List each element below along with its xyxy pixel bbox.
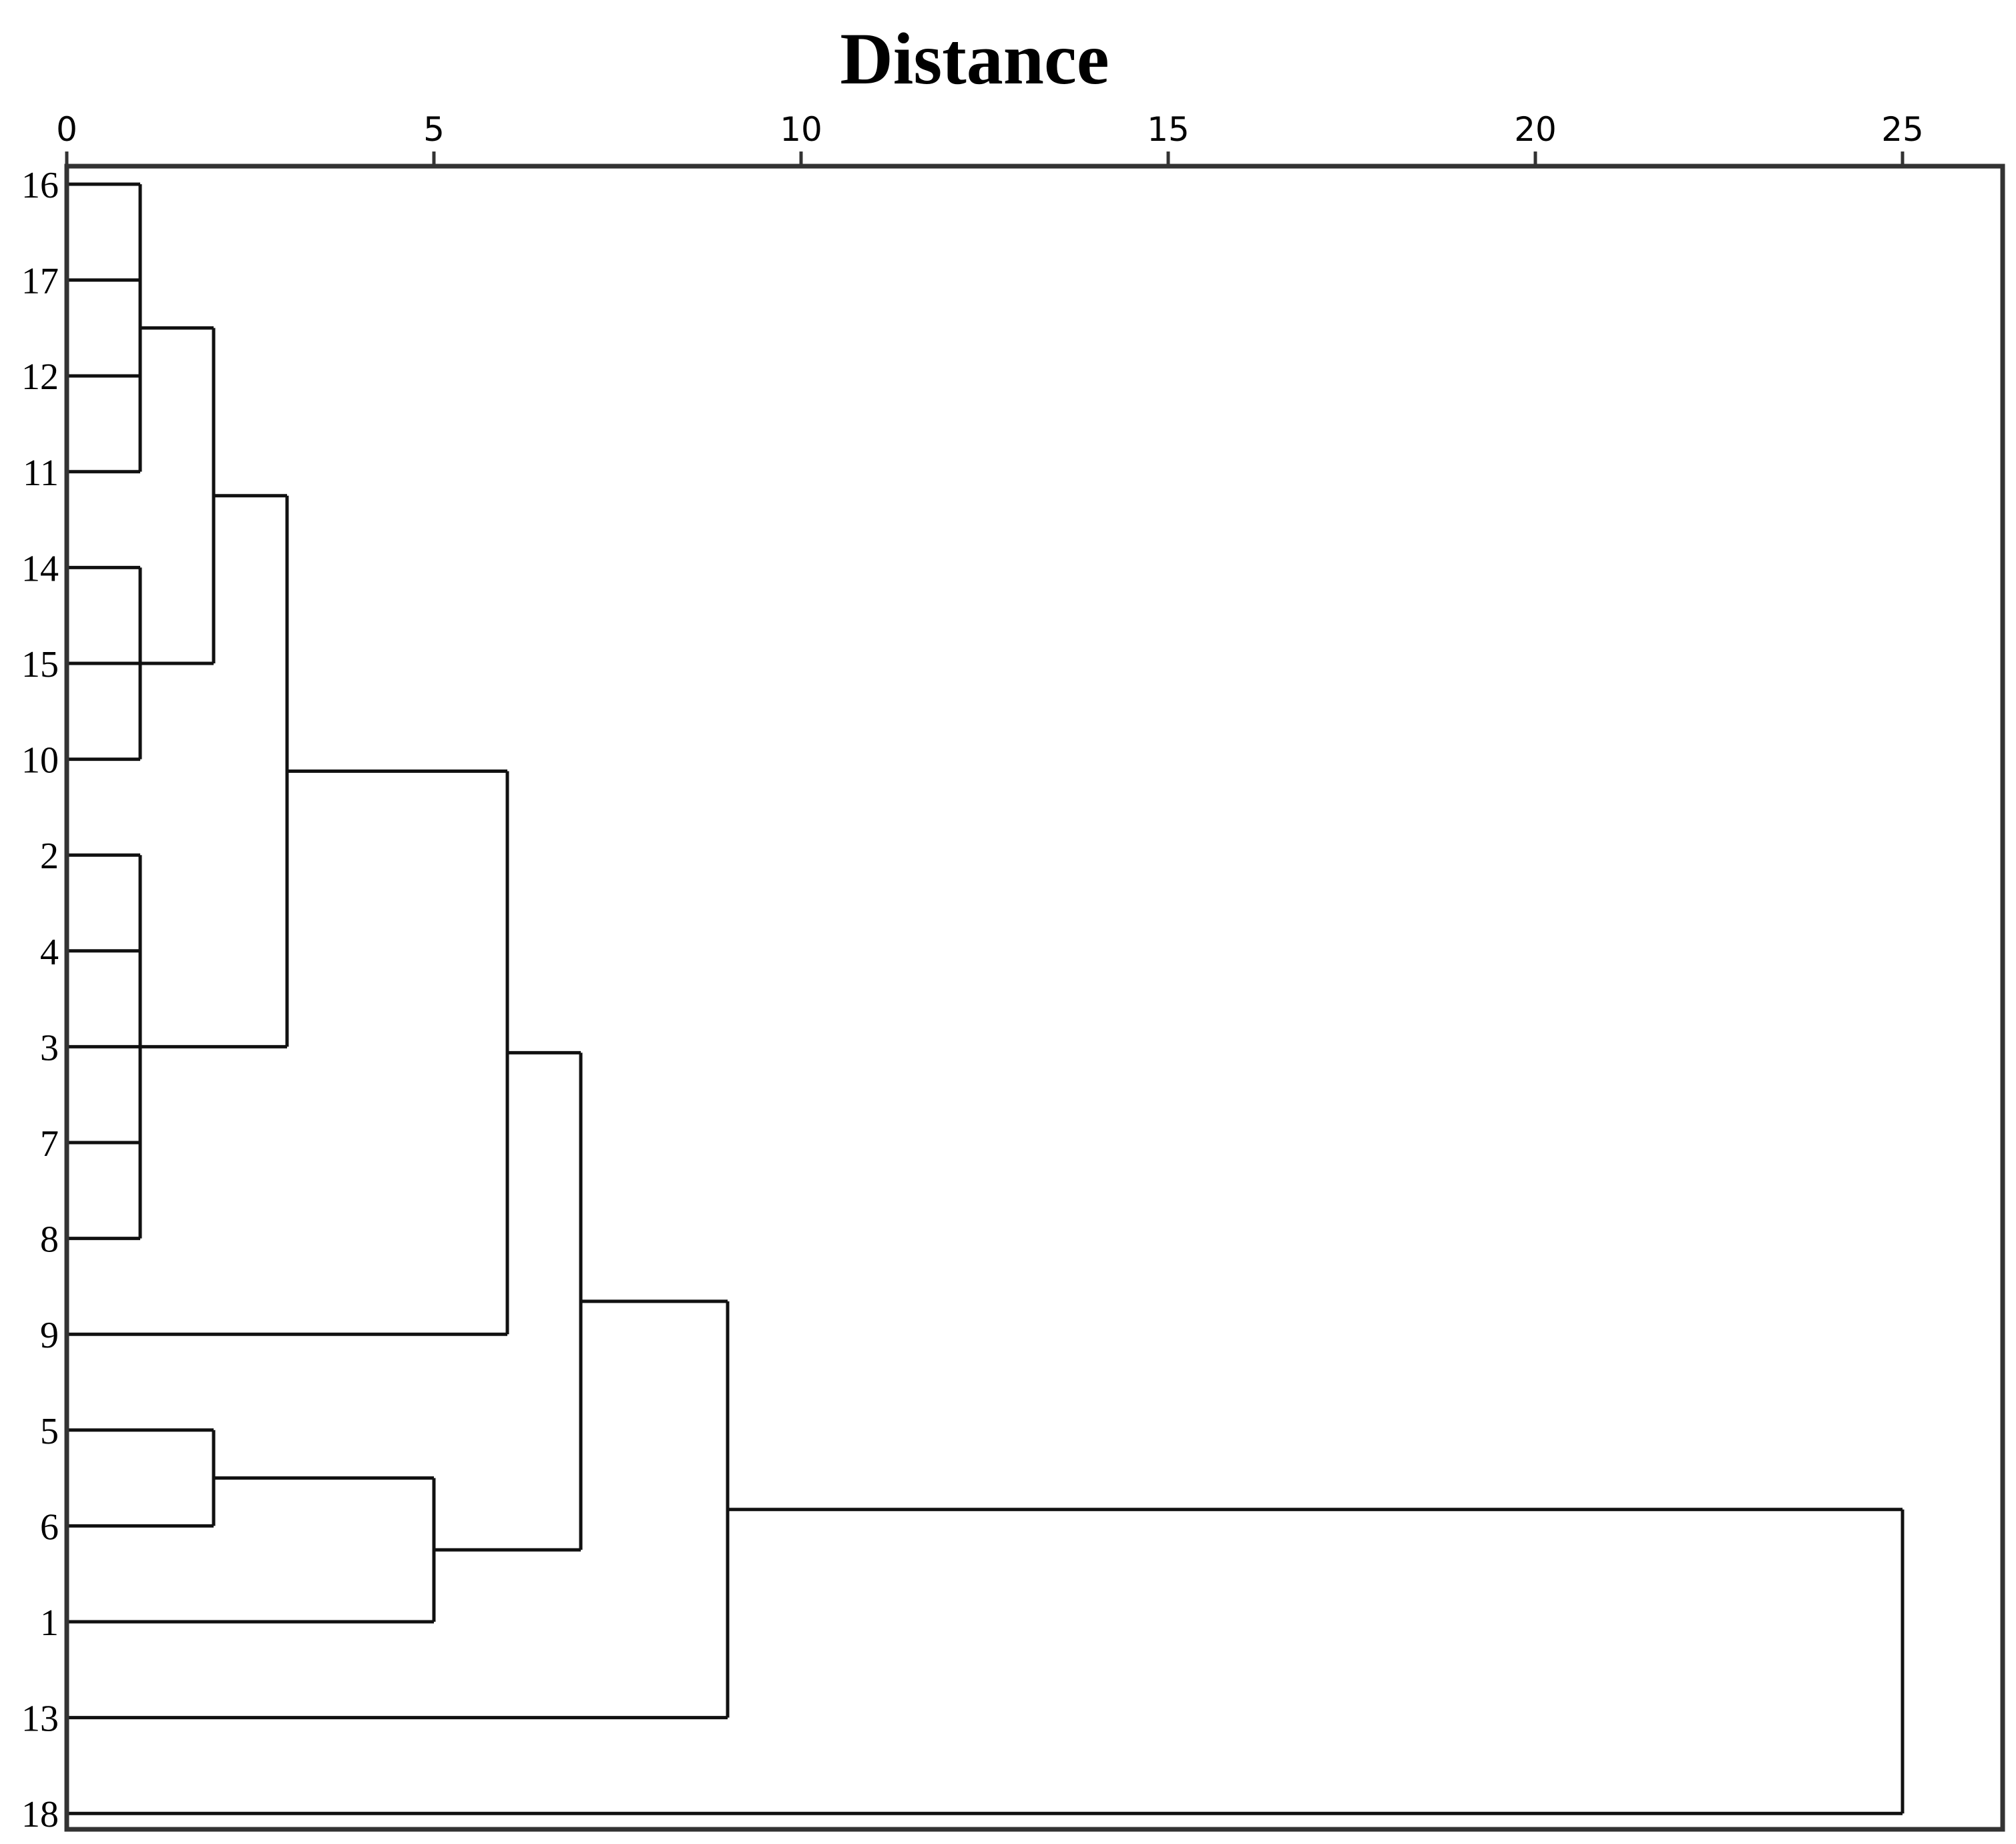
leaf-label: 13 bbox=[21, 1699, 59, 1740]
leaf-label: 9 bbox=[40, 1315, 59, 1356]
leaf-label: 14 bbox=[21, 548, 59, 589]
leaf-labels: 16 17 12 11 14 15 10 2 4 3 7 8 9 5 6 1 13 18 bbox=[21, 165, 59, 1835]
leaf-label: 4 bbox=[40, 932, 59, 973]
x-tick-label: 5 bbox=[423, 110, 445, 149]
chart-title: Distance bbox=[840, 18, 1109, 99]
leaf-label: 11 bbox=[23, 452, 59, 494]
x-tick-label: 0 bbox=[56, 110, 77, 149]
leaf-label: 1 bbox=[40, 1602, 59, 1644]
leaf-label: 12 bbox=[21, 356, 59, 398]
leaf-label: 6 bbox=[40, 1506, 59, 1548]
leaf-label: 16 bbox=[21, 165, 59, 206]
leaf-label: 3 bbox=[40, 1027, 59, 1068]
leaf-label: 18 bbox=[21, 1794, 59, 1835]
plot-frame bbox=[64, 164, 2005, 1832]
dendrogram-links bbox=[67, 182, 1905, 1815]
leaf-label: 5 bbox=[40, 1411, 59, 1452]
leaf-label: 17 bbox=[21, 261, 59, 302]
x-tick-label: 20 bbox=[1514, 110, 1557, 149]
x-tick-label: 25 bbox=[1881, 110, 1924, 149]
leaf-label: 10 bbox=[21, 740, 59, 782]
x-axis: 0 5 10 15 20 25 bbox=[56, 110, 1924, 166]
x-tick-label: 10 bbox=[780, 110, 822, 149]
x-tick-label: 15 bbox=[1147, 110, 1190, 149]
leaf-label: 2 bbox=[40, 836, 59, 877]
leaf-label: 8 bbox=[40, 1219, 59, 1261]
leaf-label: 7 bbox=[40, 1123, 59, 1165]
leaf-label: 15 bbox=[21, 644, 59, 685]
